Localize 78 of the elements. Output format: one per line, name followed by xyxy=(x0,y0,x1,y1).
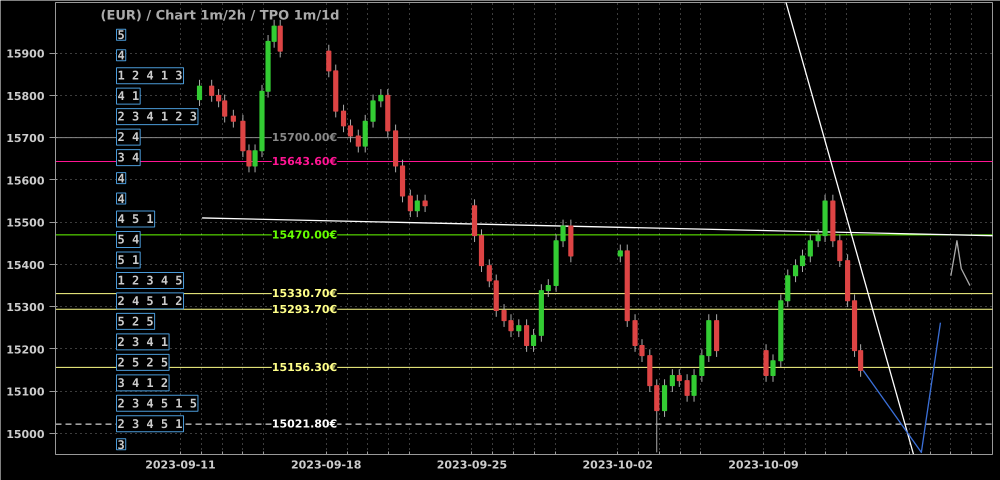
candlestick xyxy=(530,328,536,352)
ref-line-label: 15643.60€ xyxy=(272,155,338,168)
annotation: 4 5 1 xyxy=(118,212,154,226)
candlestick xyxy=(800,249,806,273)
text: (EUR) / Chart 1m/2h / TPO 1m/1d xyxy=(100,8,340,24)
annotation: 2 4 xyxy=(118,130,140,144)
annotation: 2 5 2 5 xyxy=(118,355,168,370)
candlestick xyxy=(792,258,798,283)
y-tick-label: 15700 xyxy=(6,132,45,146)
candlestick xyxy=(252,144,258,173)
x-tick-label: 2023-09-25 xyxy=(436,458,508,472)
ref-line-label: 15156.30€ xyxy=(272,360,338,374)
annotation: 2 3 4 1 xyxy=(118,334,168,349)
annotation: 3 4 xyxy=(118,150,140,165)
candlestick xyxy=(230,109,236,128)
candlestick xyxy=(326,44,332,78)
x-tick-label: 2023-10-02 xyxy=(582,458,653,472)
ref-line-label: 15021.80€ xyxy=(272,418,338,431)
y-tick-label: 15200 xyxy=(6,343,45,356)
candlestick xyxy=(684,374,690,402)
annotation: 4 xyxy=(118,172,125,186)
y-tick-label: 15600 xyxy=(6,174,45,188)
candlestick xyxy=(670,368,675,392)
ref-line-label: 15470.00€ xyxy=(272,228,338,242)
y-tick-label: 15400 xyxy=(6,258,45,272)
candlestick xyxy=(676,368,682,388)
candlestick xyxy=(422,194,428,213)
annotation: 5 4 xyxy=(118,232,140,246)
y-tick-label: 15300 xyxy=(6,301,45,314)
y-tick-label: 15100 xyxy=(6,386,45,399)
annotation: 5 xyxy=(118,28,125,42)
annotation: 2 3 4 5 1 xyxy=(118,416,183,431)
x-tick-label: 2023-09-11 xyxy=(145,458,216,472)
candlestick xyxy=(356,129,361,153)
annotation: 2 3 4 5 1 5 xyxy=(118,396,197,410)
candlestick xyxy=(209,79,214,102)
candlestick xyxy=(516,318,522,338)
y-tick-label: 15900 xyxy=(6,48,45,61)
candlestick xyxy=(560,219,566,248)
candlestick xyxy=(808,234,813,263)
annotation: 1 2 4 1 3 xyxy=(118,68,183,83)
annotation: 5 1 xyxy=(118,252,140,267)
y-tick-label: 15000 xyxy=(6,428,45,441)
candlestick xyxy=(196,79,202,106)
candlestick xyxy=(340,104,346,133)
candlestick xyxy=(501,304,507,328)
candlestick xyxy=(524,318,530,352)
candlestick xyxy=(691,368,697,402)
candlestick xyxy=(699,348,704,382)
candlestick xyxy=(486,258,492,288)
y-tick-label: 15500 xyxy=(6,216,45,230)
candlestick xyxy=(639,338,645,362)
x-tick-label: 2023-10-09 xyxy=(728,458,799,472)
candlestick xyxy=(816,228,821,248)
annotation: 2 4 5 1 2 xyxy=(118,294,183,308)
annotation: 1 2 3 4 5 xyxy=(118,273,183,288)
candlestick xyxy=(770,354,776,382)
line-series xyxy=(950,240,971,286)
x-tick-label: 2023-09-18 xyxy=(291,458,362,472)
candlestick xyxy=(508,314,514,338)
annotation: 4 xyxy=(118,48,125,63)
candlestick xyxy=(546,278,551,298)
annotation: 3 4 1 2 xyxy=(118,376,168,390)
ref-line-label: 15293.70€ xyxy=(272,302,338,316)
annotation: 5 2 5 xyxy=(118,314,154,328)
annotation: 3 xyxy=(118,438,125,452)
candlestick xyxy=(378,88,384,108)
annotation: 4 xyxy=(118,192,125,206)
y-tick-label: 15800 xyxy=(6,90,45,103)
candlestick xyxy=(414,194,420,218)
candlestick xyxy=(408,189,413,218)
candlestick xyxy=(370,94,376,128)
candlestick xyxy=(348,119,354,143)
annotation: 2 3 4 1 2 3 xyxy=(118,110,197,124)
ref-line-label: 15330.70€ xyxy=(272,287,338,300)
annotation: 4 1 xyxy=(118,89,140,104)
candlestick xyxy=(618,244,623,263)
ref-line-label: 15700.00€ xyxy=(272,131,338,144)
